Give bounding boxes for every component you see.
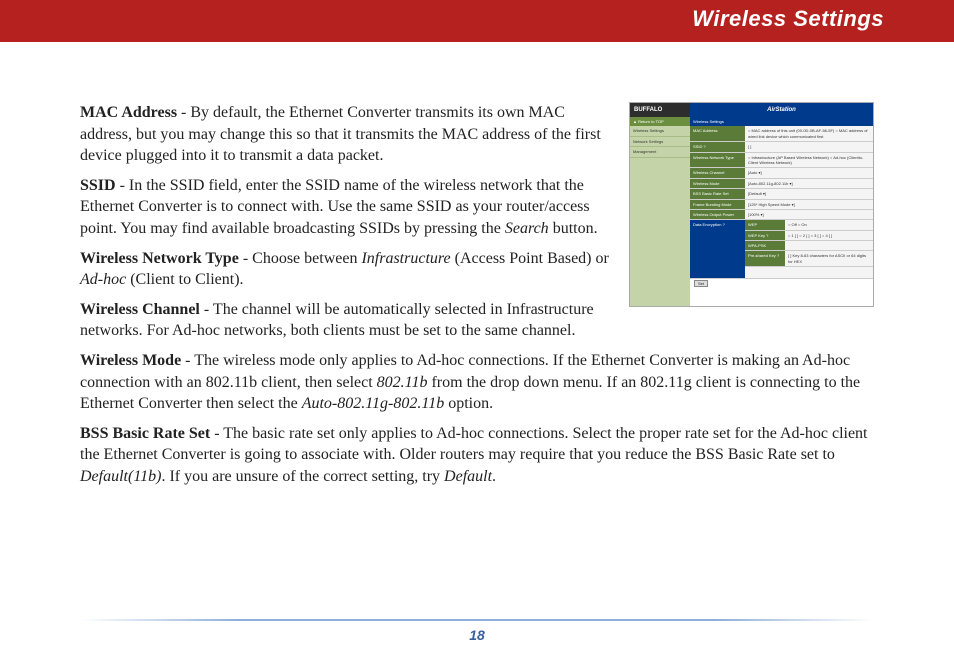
term-mac: MAC Address	[80, 104, 177, 121]
page-body: BUFFALO AirStation ▲ Return to TOP Wirel…	[0, 42, 954, 488]
ital-auto-mode: Auto-802.11g-802.11b	[302, 395, 445, 412]
ital-adhoc: Ad-hoc	[80, 271, 126, 288]
thumb-section: Wireless Settings	[690, 117, 873, 126]
term-channel: Wireless Channel	[80, 301, 200, 318]
term-bss: BSS Basic Rate Set	[80, 425, 210, 442]
ital-default: Default	[444, 468, 492, 485]
ital-infrastructure: Infrastructure	[361, 250, 450, 267]
header-bar: Wireless Settings	[0, 0, 954, 42]
thumb-nav-item: Network Settings	[630, 137, 690, 147]
content-text: BUFFALO AirStation ▲ Return to TOP Wirel…	[80, 102, 874, 488]
ital-80211b: 802.11b	[377, 374, 428, 391]
thumb-main: Wireless Settings MAC Address○ MAC addre…	[690, 117, 873, 306]
thumb-nav-item: Management	[630, 147, 690, 157]
thumb-set-btn: Set	[694, 280, 708, 287]
para-bss: BSS Basic Rate Set - The basic rate set …	[80, 423, 874, 488]
term-wnt: Wireless Network Type	[80, 250, 239, 267]
footer-rule	[80, 619, 874, 621]
thumb-brand-right: AirStation	[690, 103, 873, 117]
thumb-nav-item: Wireless Settings	[630, 126, 690, 136]
thumb-nav-top: ▲ Return to TOP	[630, 117, 690, 126]
ital-default11b: Default(11b)	[80, 468, 161, 485]
para-mode: Wireless Mode - The wireless mode only a…	[80, 350, 874, 415]
thumb-nav: ▲ Return to TOP Wireless Settings Networ…	[630, 117, 690, 306]
ital-search: Search	[505, 220, 549, 237]
term-mode: Wireless Mode	[80, 352, 181, 369]
term-ssid: SSID	[80, 177, 116, 194]
page-number: 18	[80, 627, 874, 643]
footer: 18	[80, 619, 874, 643]
thumb-enc-label: Data Encryption ?	[690, 220, 745, 278]
config-screenshot-thumbnail: BUFFALO AirStation ▲ Return to TOP Wirel…	[629, 102, 874, 307]
thumb-brand-left: BUFFALO	[630, 103, 690, 117]
page-title: Wireless Settings	[692, 6, 884, 31]
